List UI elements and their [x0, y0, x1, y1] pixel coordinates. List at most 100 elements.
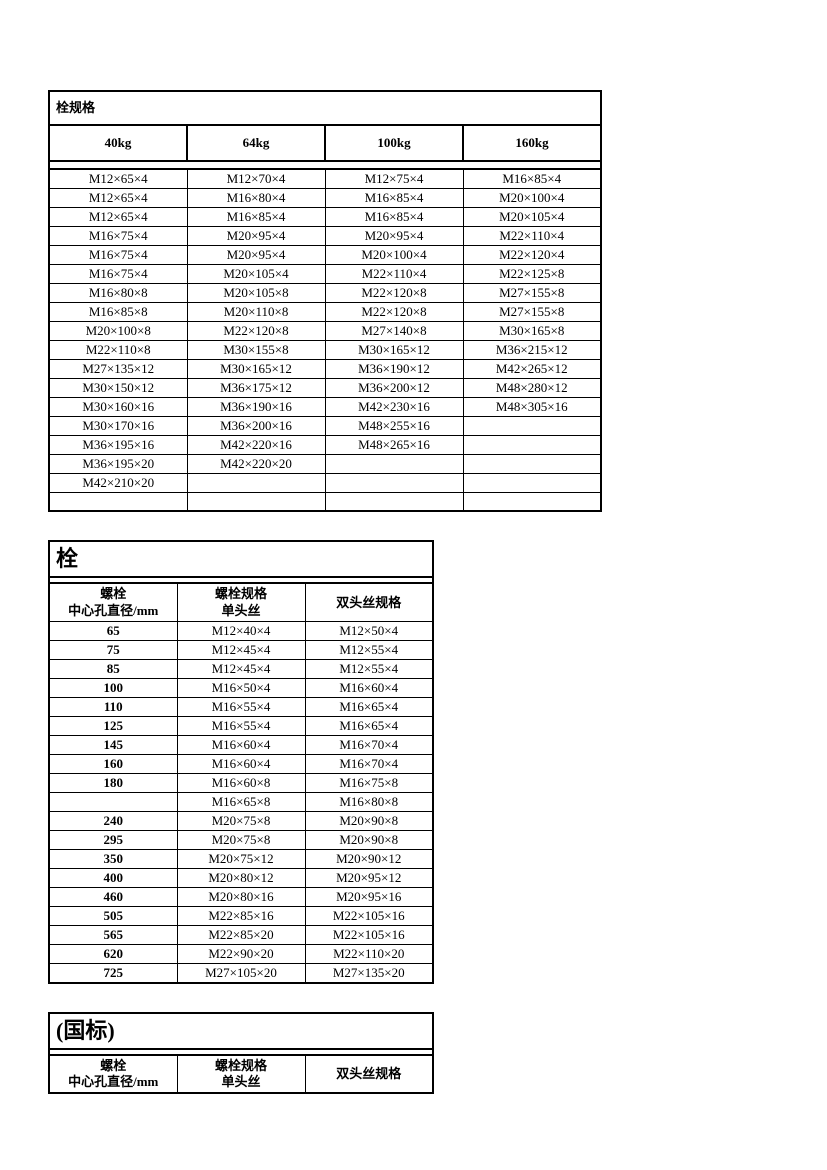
table-cell	[463, 416, 601, 435]
table-cell: M22×110×8	[49, 340, 187, 359]
table-row: 240M20×75×8M20×90×8	[49, 811, 433, 830]
table-cell: M30×170×16	[49, 416, 187, 435]
table-cell	[187, 492, 325, 511]
table-cell: M12×45×4	[177, 659, 305, 678]
table-cell: M22×120×8	[187, 321, 325, 340]
table-cell: M22×120×8	[325, 283, 463, 302]
table-row: 460M20×80×16M20×95×16	[49, 887, 433, 906]
table-3: (国标) 螺栓中心孔直径/mm 螺栓规格单头丝 双头丝规格	[48, 1012, 434, 1094]
table-row: M16×80×8M20×105×8M22×120×8M27×155×8	[49, 283, 601, 302]
table-cell: 350	[49, 849, 177, 868]
table-cell: M42×220×16	[187, 435, 325, 454]
table-cell: M27×140×8	[325, 321, 463, 340]
table-cell: M16×75×8	[305, 773, 433, 792]
table-cell: M48×255×16	[325, 416, 463, 435]
table-cell: M16×60×4	[177, 735, 305, 754]
table-cell: M20×80×12	[177, 868, 305, 887]
table-row: 125M16×55×4M16×65×4	[49, 716, 433, 735]
table-cell: M48×265×16	[325, 435, 463, 454]
table-cell	[463, 435, 601, 454]
table-row: M36×195×16M42×220×16M48×265×16	[49, 435, 601, 454]
table-row: M12×65×4M16×85×4M16×85×4M20×105×4	[49, 207, 601, 226]
table-row: 100M16×50×4M16×60×4	[49, 678, 433, 697]
table-cell	[463, 454, 601, 473]
spacer	[49, 161, 601, 169]
table-cell: 160	[49, 754, 177, 773]
table-cell: M20×100×4	[463, 188, 601, 207]
table-cell: M22×110×4	[325, 264, 463, 283]
table-cell: M27×105×20	[177, 963, 305, 982]
table-row: 65M12×40×4M12×50×4	[49, 621, 433, 640]
table-cell: M16×60×4	[305, 678, 433, 697]
table-cell: M16×80×8	[49, 283, 187, 302]
bolt-spec-table-3: (国标) 螺栓中心孔直径/mm 螺栓规格单头丝 双头丝规格	[48, 1012, 827, 1094]
table-cell: M16×70×4	[305, 754, 433, 773]
table-2: 栓 螺栓中心孔直径/mm 螺栓规格单头丝 双头丝规格 65M12×40×4M12…	[48, 540, 434, 983]
table-row: 400M20×80×12M20×95×12	[49, 868, 433, 887]
table-cell: M22×120×8	[325, 302, 463, 321]
table-row: M36×195×20M42×220×20	[49, 454, 601, 473]
header-double: 双头丝规格	[305, 583, 433, 621]
table-cell: M30×165×8	[463, 321, 601, 340]
table-cell: M27×135×12	[49, 359, 187, 378]
table-cell: M16×80×8	[305, 792, 433, 811]
table-cell: 75	[49, 640, 177, 659]
table-cell: M22×90×20	[177, 944, 305, 963]
table-cell: M16×85×4	[187, 207, 325, 226]
table-cell: M36×190×12	[325, 359, 463, 378]
table-cell: 400	[49, 868, 177, 887]
table-row: M30×160×16M36×190×16M42×230×16M48×305×16	[49, 397, 601, 416]
table-cell: M20×95×4	[187, 245, 325, 264]
table-cell: M42×230×16	[325, 397, 463, 416]
table-cell: M20×90×8	[305, 811, 433, 830]
table-row: M42×210×20	[49, 473, 601, 492]
table-cell: M22×105×16	[305, 906, 433, 925]
table-1-header-row: 40kg 64kg 100kg 160kg	[49, 125, 601, 161]
header-double: 双头丝规格	[305, 1055, 433, 1093]
table-cell: M12×50×4	[305, 621, 433, 640]
table-row: M12×65×4M12×70×4M12×75×4M16×85×4	[49, 169, 601, 188]
header-64kg: 64kg	[187, 125, 325, 161]
table-cell: 295	[49, 830, 177, 849]
table-2-title: 栓	[49, 541, 433, 577]
table-row: 85M12×45×4M12×55×4	[49, 659, 433, 678]
table-cell: M30×165×12	[187, 359, 325, 378]
table-row: M20×100×8M22×120×8M27×140×8M30×165×8	[49, 321, 601, 340]
table-cell: M36×175×12	[187, 378, 325, 397]
table-row: M16×65×8M16×80×8	[49, 792, 433, 811]
table-cell: M12×45×4	[177, 640, 305, 659]
table-1-title: 栓规格	[49, 91, 601, 125]
title-row: (国标)	[49, 1013, 433, 1049]
table-cell: M36×215×12	[463, 340, 601, 359]
header-160kg: 160kg	[463, 125, 601, 161]
table-cell: M20×105×4	[463, 207, 601, 226]
table-cell: M12×65×4	[49, 169, 187, 188]
table-cell: M36×190×16	[187, 397, 325, 416]
table-cell: M20×95×4	[325, 226, 463, 245]
table-cell: M20×75×8	[177, 811, 305, 830]
table-cell: M16×85×4	[325, 207, 463, 226]
table-cell: 180	[49, 773, 177, 792]
table-2-header-row: 螺栓中心孔直径/mm 螺栓规格单头丝 双头丝规格	[49, 583, 433, 621]
table-cell: M27×155×8	[463, 283, 601, 302]
table-cell: M16×75×4	[49, 226, 187, 245]
bolt-spec-table-1: 栓规格 40kg 64kg 100kg 160kg M12×65×4M12×70…	[48, 90, 827, 512]
table-cell	[325, 454, 463, 473]
table-row: M16×75×4M20×95×4M20×100×4M22×120×4	[49, 245, 601, 264]
table-cell: M12×75×4	[325, 169, 463, 188]
table-cell: M48×280×12	[463, 378, 601, 397]
table-cell: M16×75×4	[49, 245, 187, 264]
table-cell: M16×65×4	[305, 697, 433, 716]
table-cell: M16×85×8	[49, 302, 187, 321]
table-1: 栓规格 40kg 64kg 100kg 160kg M12×65×4M12×70…	[48, 90, 602, 512]
table-cell: M16×60×4	[177, 754, 305, 773]
table-cell: M22×120×4	[463, 245, 601, 264]
table-row: 160M16×60×4M16×70×4	[49, 754, 433, 773]
table-row: 110M16×55×4M16×65×4	[49, 697, 433, 716]
table-cell: M20×100×4	[325, 245, 463, 264]
table-cell: M36×200×16	[187, 416, 325, 435]
table-cell: 110	[49, 697, 177, 716]
table-cell: M20×90×8	[305, 830, 433, 849]
table-cell: M12×55×4	[305, 659, 433, 678]
table-cell: M16×75×4	[49, 264, 187, 283]
